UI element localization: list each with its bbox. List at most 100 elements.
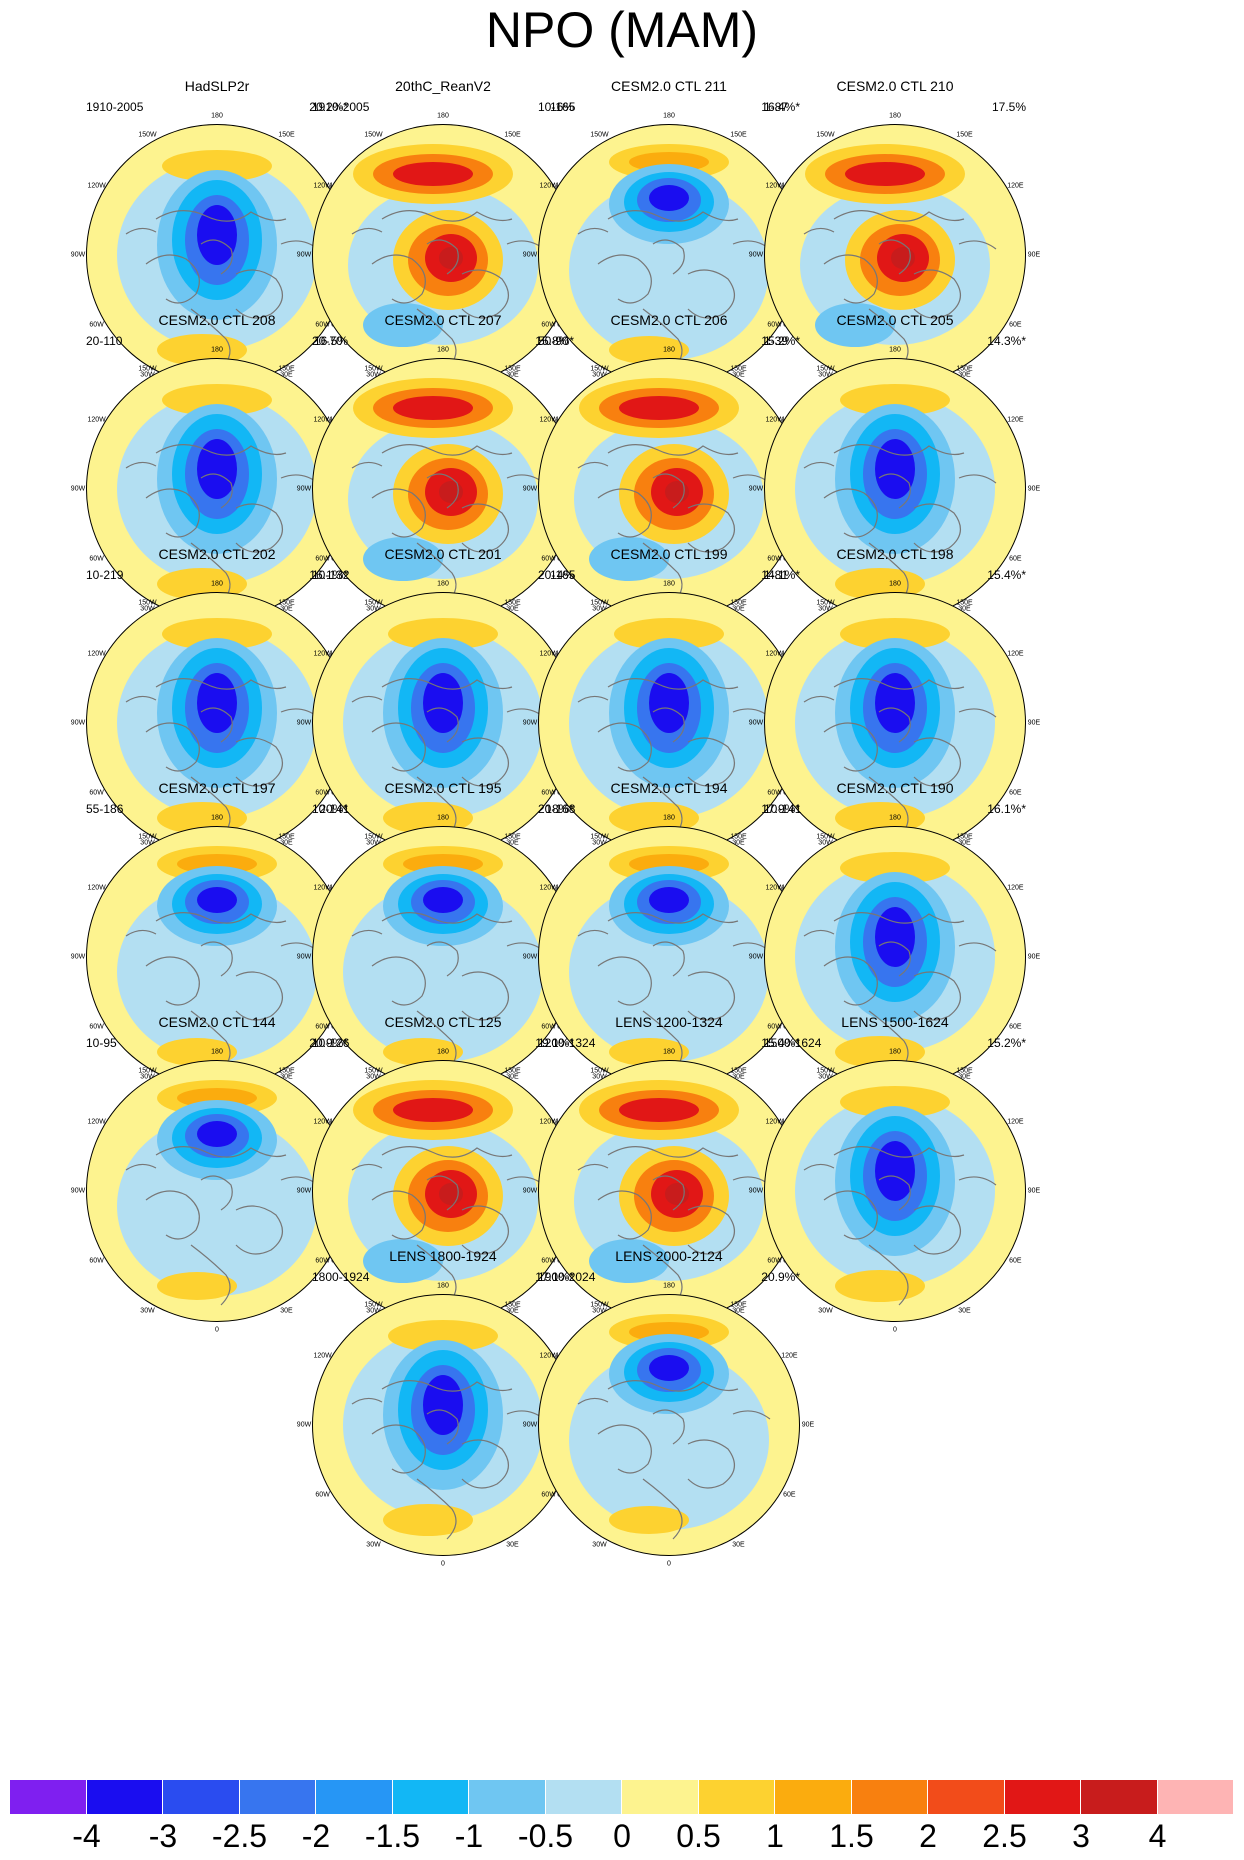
longitude-label: 180 xyxy=(211,814,223,822)
coastline xyxy=(642,1478,683,1540)
longitude-label: 150W xyxy=(816,1067,835,1075)
coastline xyxy=(577,929,609,937)
longitude-label: 30W xyxy=(592,1541,607,1549)
longitude-label: 0 xyxy=(441,1560,445,1568)
longitude-label: 30E xyxy=(506,839,519,847)
panel-years: 1910-2005 xyxy=(312,100,370,114)
longitude-label: 60W xyxy=(767,321,782,328)
longitude-label: 150E xyxy=(278,365,295,373)
longitude-label: 180 xyxy=(437,346,449,354)
panel-years: 10-141 xyxy=(312,802,350,816)
figure-title: NPO (MAM) xyxy=(485,2,759,58)
panel-title: HadSLP2r xyxy=(184,78,250,94)
longitude-label: 150E xyxy=(278,1067,295,1075)
map-panel: CESM2.0 CTL 19510-14118%*180150E120E90E6… xyxy=(297,780,588,1100)
longitude-label: 30E xyxy=(958,605,971,613)
panel-years: 10-95 xyxy=(86,1036,117,1050)
coastline xyxy=(958,240,997,250)
longitude-label: 180 xyxy=(663,1048,675,1056)
coastline xyxy=(732,1410,771,1420)
coastline xyxy=(351,461,383,469)
longitude-label: 60W xyxy=(315,789,330,796)
coastline xyxy=(878,707,911,743)
longitude-label: 180 xyxy=(211,112,223,120)
panel-title: CESM2.0 CTL 211 xyxy=(611,78,727,94)
map-panel: CESM2.0 CTL 19420-16817.9%*180150E120E90… xyxy=(523,780,814,1100)
coastline xyxy=(200,473,233,509)
coastline xyxy=(823,956,878,1006)
longitude-label: 60E xyxy=(1009,321,1022,328)
panel-years: 10-219 xyxy=(86,568,124,582)
longitude-label: 90W xyxy=(296,953,312,961)
panel-title: CESM2.0 CTL 198 xyxy=(836,546,954,562)
polar-map xyxy=(312,358,574,620)
panel-title: CESM2.0 CTL 201 xyxy=(384,546,502,562)
colorbar-tick-label: -1.5 xyxy=(364,1818,421,1854)
coastline xyxy=(577,1163,609,1171)
coastline xyxy=(803,929,835,937)
colorbar-tick-label: -1 xyxy=(454,1818,484,1854)
coastline xyxy=(381,678,513,690)
longitude-label: 90W xyxy=(70,1187,86,1195)
coastline xyxy=(426,473,459,509)
coastline xyxy=(597,488,652,538)
longitude-label: 30W xyxy=(818,605,833,613)
longitude-label: 150W xyxy=(138,1067,157,1075)
longitude-label: 60E xyxy=(783,1491,796,1498)
longitude-label: 150E xyxy=(504,1301,521,1309)
polar-map xyxy=(764,826,1026,1088)
panel-years: 50-90 xyxy=(538,334,569,348)
coastline xyxy=(913,971,961,1021)
longitude-label: 60E xyxy=(1009,1257,1022,1264)
coastline xyxy=(381,1146,513,1158)
coastline xyxy=(351,227,383,235)
coastline xyxy=(652,941,685,977)
coastline xyxy=(607,210,739,222)
coastline xyxy=(687,971,735,1021)
coastline xyxy=(878,473,911,509)
coastline xyxy=(823,488,878,538)
panel-title: CESM2.0 CTL 144 xyxy=(158,1014,276,1030)
panel-title: CESM2.0 CTL 199 xyxy=(610,546,728,562)
panel-years: 20-165 xyxy=(538,568,576,582)
panel-years: 55-186 xyxy=(86,802,124,816)
longitude-label: 0 xyxy=(667,1560,671,1568)
longitude-label: 30W xyxy=(592,1073,607,1081)
longitude-label: 60W xyxy=(89,1023,104,1030)
colorbar-cell xyxy=(469,1780,546,1814)
panel-title: CESM2.0 CTL 210 xyxy=(836,78,954,94)
longitude-label: 90W xyxy=(748,719,764,727)
longitude-label: 90W xyxy=(296,485,312,493)
longitude-label: 60E xyxy=(1009,1023,1022,1030)
longitude-label: 120W xyxy=(765,416,784,423)
longitude-label: 180 xyxy=(889,1048,901,1056)
panel-years: 20-70 xyxy=(312,334,343,348)
longitude-label: 30W xyxy=(592,1307,607,1315)
longitude-label: 90W xyxy=(70,719,86,727)
longitude-label: 180 xyxy=(437,580,449,588)
polar-map xyxy=(312,1060,574,1322)
panel-variance: 16.5% xyxy=(313,334,348,348)
coastline xyxy=(125,695,157,703)
longitude-label: 60W xyxy=(89,555,104,562)
longitude-label: 30E xyxy=(958,839,971,847)
longitude-label: 150W xyxy=(816,833,835,841)
longitude-label: 90E xyxy=(801,1421,815,1429)
panel-title: LENS 1500-1624 xyxy=(841,1014,949,1030)
longitude-label: 90W xyxy=(748,1187,764,1195)
longitude-label: 90W xyxy=(748,953,764,961)
longitude-label: 90E xyxy=(1027,485,1041,493)
coastline xyxy=(381,1380,513,1392)
longitude-label: 30W xyxy=(592,839,607,847)
longitude-label: 90W xyxy=(522,719,538,727)
colorbar-tick-label: -4 xyxy=(72,1818,101,1854)
coastline xyxy=(958,1176,997,1186)
longitude-label: 90W xyxy=(296,1187,312,1195)
polar-map xyxy=(764,1060,1026,1322)
longitude-label: 0 xyxy=(893,1326,897,1334)
longitude-label: 60E xyxy=(1009,555,1022,562)
coastline xyxy=(371,488,426,538)
longitude-label: 60W xyxy=(315,555,330,562)
colorbar-tick-label: -3 xyxy=(148,1818,178,1854)
panel-variance: 16% xyxy=(549,100,574,114)
